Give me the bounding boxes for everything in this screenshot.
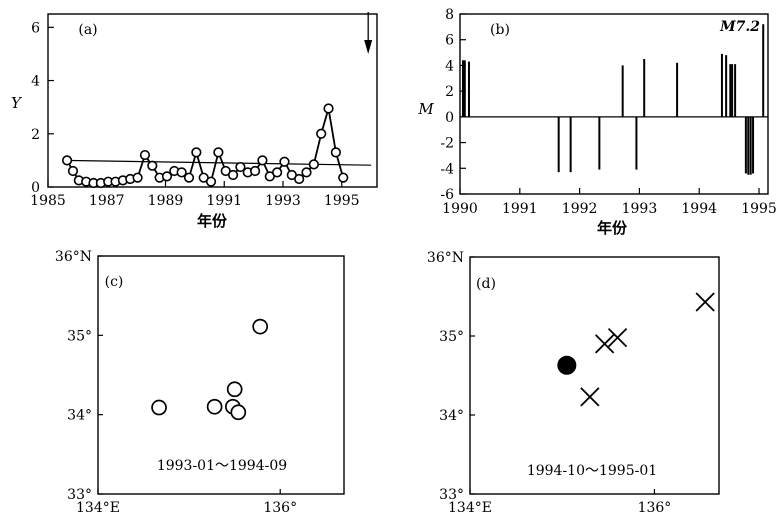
- panel-a-tag: (a): [78, 22, 97, 38]
- panel-d-x-tick-label: 134°E: [448, 500, 492, 516]
- panel-a-data-point: [67, 165, 79, 177]
- panel-b-x-tick-label: 1991: [502, 201, 538, 217]
- panel-d-period-label: 1994-10～1995-01: [527, 463, 657, 479]
- panel-a-data-point: [330, 147, 341, 158]
- panel-d-y-tick-label: 36°N: [427, 250, 464, 266]
- panel-b-x-tick-label: 1995: [741, 201, 776, 217]
- panel-a-data-point: [132, 172, 143, 183]
- panel-a-data-point: [147, 160, 158, 171]
- panel-d-y-tick-label: 33°: [439, 487, 464, 503]
- panel-b-x-tick-label: 1993: [622, 201, 658, 217]
- panel-a-data-point: [213, 147, 224, 158]
- panel-b-y-tick-label: 0: [445, 110, 454, 126]
- panel-d-x-tick-label: 136°: [638, 500, 672, 516]
- panel-a-frame: [47, 13, 378, 188]
- panel-a-data-point: [301, 167, 312, 178]
- panel-a-data-point: [323, 103, 334, 114]
- panel-c-y-tick-label: 35°: [67, 328, 92, 344]
- panel-b-y-tick-label: 2: [445, 84, 454, 100]
- panel-a-data-point: [294, 173, 305, 185]
- panel-a-data-point: [308, 159, 319, 170]
- panel-b-y-tick-label: 8: [445, 7, 454, 23]
- panel-a-y-tick-label: 4: [31, 74, 40, 90]
- panel-a-x-tick-label: 1991: [206, 193, 242, 209]
- panel-a-data-point: [338, 172, 349, 183]
- panel-c: 134°E 136° 33° 34° 35° 36°N (c) 1993-01～1994-09: [55, 249, 345, 516]
- panel-b-x-tick-label: 1990: [442, 201, 478, 217]
- panel-d-y-tick-label: 34°: [439, 408, 464, 424]
- panel-b-y-tick-label: -2: [440, 136, 454, 152]
- panel-b-y-axis-label: M: [417, 100, 434, 118]
- panel-b: 1990 1991 1992 1993 1994 1995 -6 -4 -2 0 2 4 6 8 (b) M 年…: [417, 7, 776, 237]
- panel-d-cross-stroke: [607, 327, 628, 348]
- panel-a-x-tick-label: 1993: [265, 193, 301, 209]
- panel-a-data-point: [235, 161, 246, 173]
- panel-c-y-tick-label: 33°: [67, 487, 92, 503]
- panel-d-tag: (d): [476, 276, 496, 292]
- panel-c-x-tick-label: 136°: [263, 500, 297, 516]
- panel-c-x-tick-label: 134°E: [76, 500, 120, 516]
- panel-d-cross-stroke: [580, 387, 600, 407]
- panel-a: 1985 1987 1989 1991 1993 1995 0 2 4 6 (a) Y 年份: [11, 12, 378, 230]
- panel-c-y-tick-label: 34°: [67, 408, 92, 424]
- panel-d: 134°E 136° 33° 34° 35° 36°N (d) 1994-10～1995-01: [427, 250, 720, 516]
- panel-a-y-tick-label: 6: [31, 20, 40, 36]
- panel-b-y-tick-label: -6: [440, 187, 454, 203]
- panel-a-x-tick-label: 1989: [148, 193, 184, 209]
- panel-a-arrow-head: [364, 40, 373, 54]
- panel-a-x-tick-label: 1995: [324, 193, 360, 209]
- panel-a-data-point: [316, 128, 327, 139]
- panel-a-data-point: [279, 156, 290, 167]
- panel-a-data-point: [61, 155, 73, 166]
- panel-b-x-tick-label: 1992: [562, 201, 598, 217]
- panel-c-event-circle: [230, 404, 247, 421]
- panel-d-frame: [469, 256, 720, 495]
- panel-d-cross-stroke: [595, 334, 615, 354]
- panel-a-data-point: [176, 167, 187, 178]
- panel-a-x-tick-label: 1985: [30, 193, 66, 209]
- panel-c-event-circle: [206, 398, 223, 415]
- panel-a-x-tick-label: 1987: [89, 193, 125, 209]
- panel-a-y-tick-label: 2: [31, 127, 40, 143]
- panel-b-y-tick-label: -4: [440, 161, 454, 177]
- panel-b-y-tick-label: 4: [445, 58, 454, 74]
- panel-a-data-point: [249, 165, 261, 177]
- panel-c-period-label: 1993-01～1994-09: [157, 458, 287, 474]
- panel-d-event-cross: [595, 334, 615, 354]
- panel-a-data-point: [139, 149, 151, 161]
- panel-d-y-tick-label: 35°: [439, 329, 464, 345]
- panel-b-x-axis-label: 年份: [597, 219, 628, 237]
- panel-d-event-cross: [695, 292, 715, 312]
- panel-a-data-point: [272, 167, 283, 178]
- panel-a-data-point: [183, 172, 195, 183]
- panel-a-data-point: [191, 147, 202, 158]
- panel-a-data-point: [257, 155, 268, 166]
- panel-a-y-tick-label: 0: [31, 180, 40, 196]
- panel-b-frame: [459, 13, 769, 195]
- panel-d-mainshock-dot: [557, 355, 577, 375]
- panel-b-tag: (b): [490, 22, 510, 38]
- panel-c-y-tick-label: 36°N: [55, 249, 92, 265]
- panel-c-tag: (c): [105, 274, 124, 290]
- panel-a-x-axis-label: 年份: [197, 212, 228, 230]
- panel-a-data-point: [227, 169, 239, 181]
- panel-b-y-tick-label: 6: [445, 33, 454, 49]
- panel-c-frame: [97, 255, 345, 495]
- panel-c-event-circle: [252, 318, 269, 335]
- panel-c-event-circle: [151, 399, 167, 416]
- panel-c-event-circle: [226, 381, 243, 398]
- panel-d-event-cross: [580, 387, 600, 407]
- panel-b-x-tick-label: 1994: [681, 201, 717, 217]
- panel-d-cross-stroke: [695, 292, 715, 312]
- panel-a-data-point: [161, 171, 173, 182]
- panel-a-trend-line: [62, 159, 372, 166]
- panel-b-annotation: M7.2: [719, 19, 760, 35]
- panel-d-event-cross: [607, 327, 628, 348]
- panel-a-y-axis-label: Y: [11, 94, 23, 112]
- panel-a-data-point: [205, 176, 217, 187]
